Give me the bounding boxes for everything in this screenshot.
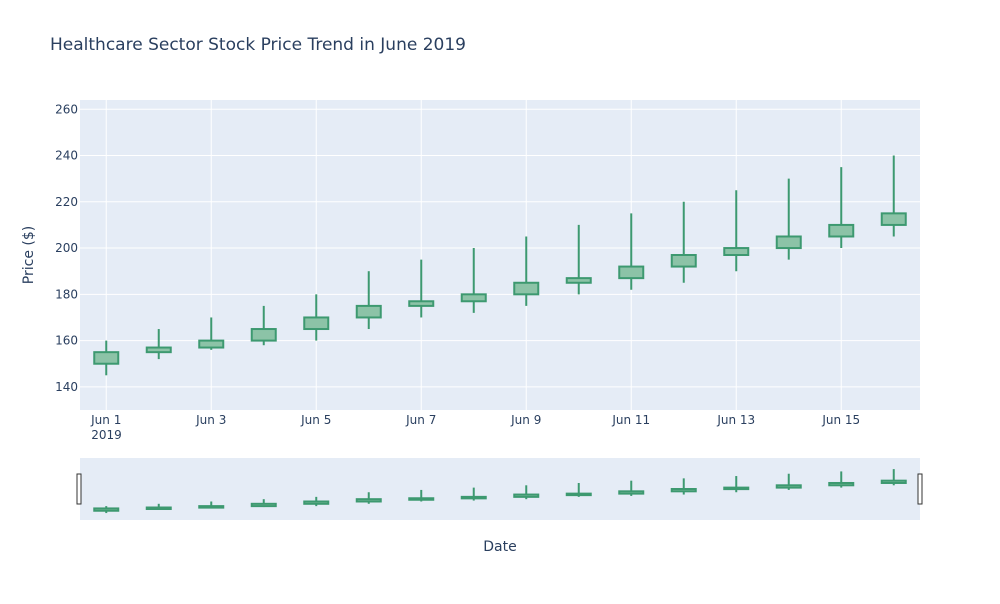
candle-body[interactable]	[880, 212, 907, 226]
range-slider-right-handle[interactable]	[917, 473, 923, 505]
y-tick-label: 160	[55, 334, 78, 348]
x-axis-title: Date	[483, 539, 516, 555]
y-tick-label: 260	[55, 102, 78, 116]
slider-candle-body	[355, 498, 382, 503]
range-slider[interactable]	[80, 458, 920, 520]
plot-area[interactable]	[80, 100, 920, 410]
slider-candle-body	[775, 484, 802, 489]
candle-body[interactable]	[408, 300, 435, 307]
candle-body[interactable]	[670, 254, 697, 268]
x-tick-label: Jun 3	[195, 413, 226, 427]
range-slider-left-handle[interactable]	[76, 473, 82, 505]
x-tick-label: Jun 9	[510, 413, 541, 427]
candle-body[interactable]	[355, 304, 382, 319]
slider-candle-body	[618, 490, 645, 495]
slider-candle-body	[880, 479, 907, 484]
x-tick-label: Jun 5	[300, 413, 331, 427]
slider-candle-body	[565, 492, 592, 497]
x-tick-label: Jun 1	[90, 413, 121, 427]
slider-candle-body	[723, 486, 750, 491]
x-tick-label: Jun 13	[716, 413, 755, 427]
y-tick-label: 220	[55, 195, 78, 209]
slider-candle-body	[828, 481, 855, 487]
y-tick-label: 140	[55, 380, 78, 394]
x-tick-label: Jun 7	[405, 413, 436, 427]
slider-candle-body	[670, 488, 697, 493]
slider-candle-body	[513, 493, 540, 498]
y-axis: 140 160 180 200 220 240 260	[55, 102, 78, 394]
y-tick-label: 240	[55, 149, 78, 163]
x-tick-label: Jun 11	[611, 413, 650, 427]
slider-candle-body	[145, 506, 172, 511]
x-tick-label: Jun 15	[821, 413, 860, 427]
candle-body[interactable]	[145, 346, 172, 354]
candle-body[interactable]	[618, 265, 645, 280]
candle-body[interactable]	[828, 223, 855, 238]
y-axis-title: Price ($)	[21, 226, 37, 284]
slider-candle-body	[93, 507, 120, 512]
y-tick-label: 180	[55, 287, 78, 301]
candle-body[interactable]	[93, 351, 120, 365]
chart-title: Healthcare Sector Stock Price Trend in J…	[50, 35, 466, 55]
candle-body[interactable]	[513, 281, 540, 296]
candle-body[interactable]	[565, 277, 592, 284]
slider-candle-body	[198, 505, 225, 509]
candle-body[interactable]	[460, 293, 487, 303]
candle-body[interactable]	[723, 247, 750, 257]
candle-body[interactable]	[303, 316, 330, 331]
candle-body[interactable]	[775, 235, 802, 250]
candle-body[interactable]	[198, 339, 225, 349]
x-tick-sublabel: 2019	[91, 428, 122, 442]
range-slider-candles	[93, 469, 907, 514]
slider-candle-body	[408, 497, 435, 501]
candle-body[interactable]	[250, 328, 277, 342]
candles	[93, 155, 907, 376]
y-tick-label: 200	[55, 241, 78, 255]
slider-candle-body	[250, 502, 277, 508]
slider-candle-body	[303, 500, 330, 505]
slider-candle-body	[460, 495, 487, 500]
